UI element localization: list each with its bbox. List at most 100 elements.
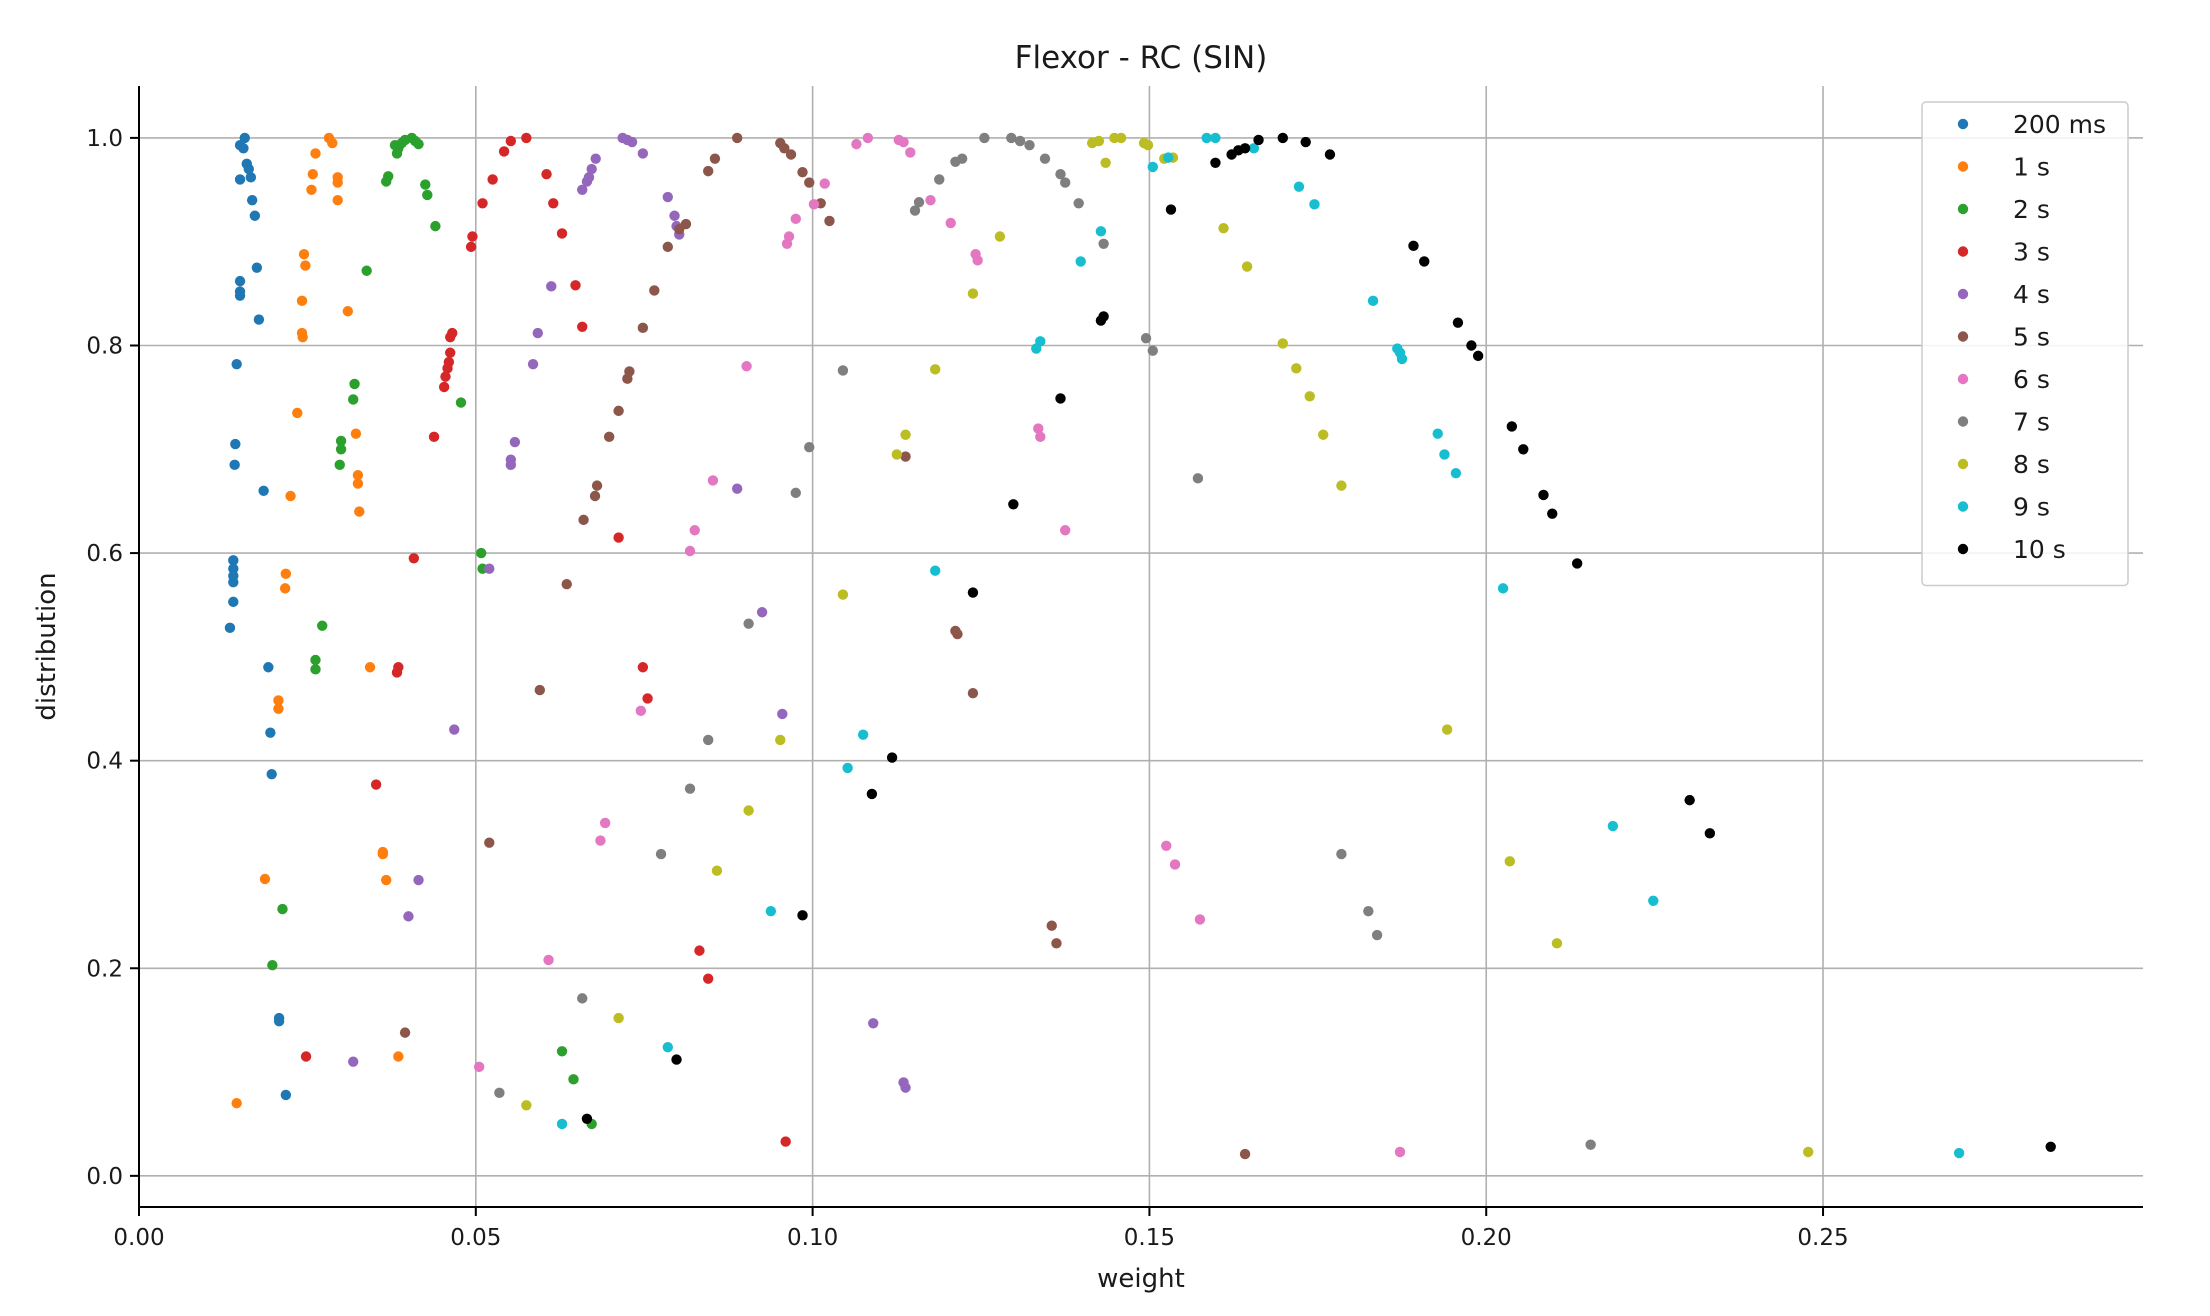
data-point (674, 224, 685, 235)
data-point (307, 169, 318, 180)
data-point (709, 153, 721, 164)
data-point (777, 708, 788, 720)
data-point (797, 166, 808, 178)
data-point (577, 321, 588, 333)
data-point (613, 532, 624, 543)
data-point (707, 475, 719, 486)
data-point (1210, 157, 1221, 169)
y-tick-label: 0.8 (86, 333, 123, 359)
data-point (662, 191, 673, 203)
data-point (381, 176, 392, 187)
data-point (637, 662, 649, 673)
data-point (266, 768, 277, 780)
data-point (731, 132, 743, 144)
data-point (352, 478, 364, 489)
data-point (1161, 840, 1172, 851)
data-point (1504, 856, 1516, 867)
data-point (317, 620, 328, 631)
data-point (1571, 558, 1583, 569)
data-point (1165, 204, 1177, 215)
data-point (703, 165, 714, 177)
series-200-ms (224, 132, 292, 1101)
series-10-s (581, 132, 2056, 1152)
data-point (342, 306, 354, 317)
data-point (1210, 132, 1221, 144)
data-point (1241, 261, 1253, 272)
data-point (967, 587, 979, 598)
data-point (804, 442, 815, 453)
data-point (273, 703, 284, 714)
data-point (487, 174, 498, 185)
x-tick-label: 0.15 (1124, 1225, 1175, 1251)
legend-label: 1 s (2013, 153, 2050, 182)
data-point (224, 622, 236, 634)
data-point (1147, 345, 1158, 356)
legend-label: 3 s (2013, 238, 2050, 267)
data-point (1394, 1146, 1406, 1158)
data-point (298, 248, 310, 260)
data-point (1704, 828, 1716, 839)
data-point (532, 327, 543, 339)
data-point (234, 139, 246, 151)
data-point (622, 373, 633, 384)
data-point (741, 361, 752, 372)
data-point (731, 483, 743, 494)
data-point (1075, 256, 1086, 267)
data-point (900, 429, 911, 440)
data-point (1309, 199, 1320, 210)
data-point (440, 371, 451, 382)
x-tick-label: 0.10 (787, 1225, 838, 1251)
data-point (1336, 848, 1347, 860)
data-point (1432, 428, 1443, 439)
data-point (1300, 136, 1311, 148)
data-point (790, 487, 801, 499)
data-point (442, 363, 453, 374)
y-tick-label: 0.4 (86, 749, 123, 775)
data-point (445, 331, 456, 343)
data-point (352, 470, 364, 481)
data-point (669, 210, 680, 221)
data-point (1060, 525, 1071, 536)
data-point (635, 705, 647, 717)
series-4-s (348, 132, 911, 1093)
data-point (568, 1074, 579, 1085)
data-point (449, 724, 460, 735)
data-point (967, 688, 979, 699)
data-point (905, 147, 916, 158)
data-point (527, 358, 539, 370)
data-point (637, 148, 649, 159)
data-point (684, 783, 696, 794)
data-point (862, 132, 874, 144)
chart-title: Flexor - RC (SIN) (1015, 40, 1268, 76)
data-point (1547, 508, 1558, 519)
data-point (245, 172, 257, 183)
series-3-s (300, 132, 791, 1147)
data-point (1095, 315, 1107, 326)
data-point (475, 547, 487, 559)
data-point (349, 378, 360, 390)
data-point (930, 565, 941, 576)
data-point (577, 993, 588, 1004)
data-point (979, 132, 990, 144)
legend-marker (1957, 416, 1969, 427)
data-point (467, 231, 478, 242)
data-point (743, 805, 754, 816)
data-point (1039, 153, 1051, 164)
data-point (332, 194, 343, 206)
data-point (900, 1082, 911, 1093)
data-point (285, 490, 296, 502)
data-point (399, 1027, 411, 1038)
data-point (1055, 393, 1066, 404)
y-axis-label: distribution (32, 572, 62, 720)
data-point (913, 197, 925, 208)
legend-marker (1957, 203, 1969, 215)
data-point (909, 205, 921, 216)
data-point (581, 176, 593, 187)
legend-marker (1957, 118, 1969, 130)
data-point (393, 1051, 404, 1062)
data-point (1277, 338, 1288, 349)
data-point (1031, 343, 1042, 354)
data-points (224, 132, 2056, 1160)
